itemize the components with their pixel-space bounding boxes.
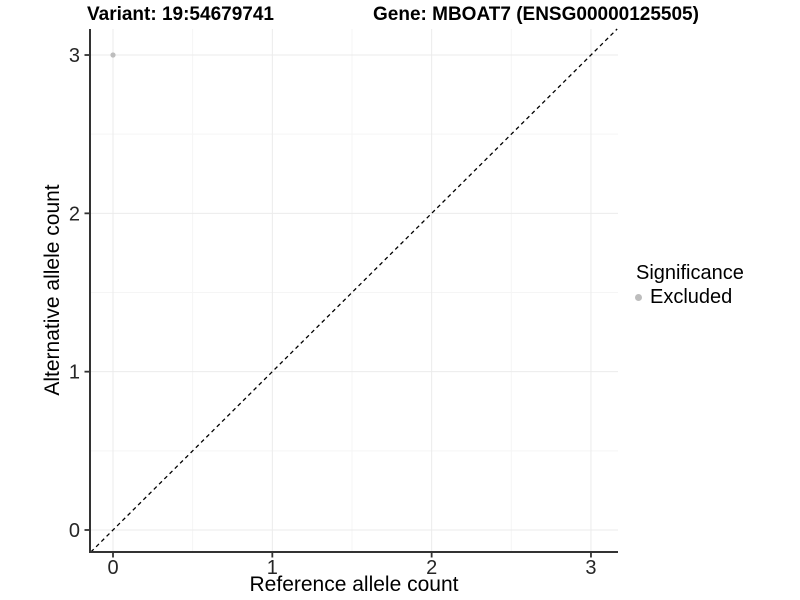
variant-title: Variant: 19:54679741: [87, 4, 274, 25]
legend-entry-excluded: Excluded: [628, 286, 744, 308]
legend: Significance Excluded: [628, 262, 744, 308]
x-tick-label: 2: [426, 557, 437, 579]
data-point: [110, 52, 116, 58]
identity-dashed-line: [90, 28, 618, 553]
legend-key: [628, 286, 648, 308]
x-tick-label: 1: [267, 557, 278, 579]
y-tick-label: 1: [69, 362, 80, 384]
x-tick-label: 0: [107, 557, 118, 579]
y-tick-label: 0: [69, 520, 80, 542]
y-axis-title: Alternative allele count: [41, 184, 64, 396]
gene-title: Gene: MBOAT7 (ENSG00000125505): [373, 4, 699, 25]
y-tick-label: 3: [69, 45, 80, 67]
excluded-point-icon: [634, 293, 642, 301]
legend-entry-label: Excluded: [650, 286, 733, 308]
legend-title: Significance: [636, 262, 744, 284]
y-tick-label: 2: [69, 203, 80, 225]
x-axis-title: Reference allele count: [249, 573, 459, 596]
x-tick-label: 3: [585, 557, 596, 579]
